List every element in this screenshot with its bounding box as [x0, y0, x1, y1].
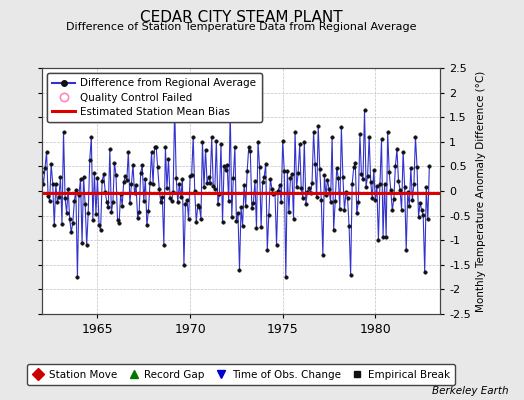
Text: Berkeley Earth: Berkeley Earth — [432, 386, 508, 396]
Text: Difference of Station Temperature Data from Regional Average: Difference of Station Temperature Data f… — [66, 22, 416, 32]
Legend: Difference from Regional Average, Quality Control Failed, Estimated Station Mean: Difference from Regional Average, Qualit… — [47, 73, 261, 122]
Legend: Station Move, Record Gap, Time of Obs. Change, Empirical Break: Station Move, Record Gap, Time of Obs. C… — [27, 364, 455, 385]
Y-axis label: Monthly Temperature Anomaly Difference (°C): Monthly Temperature Anomaly Difference (… — [476, 70, 486, 312]
Text: CEDAR CITY STEAM PLANT: CEDAR CITY STEAM PLANT — [140, 10, 342, 25]
